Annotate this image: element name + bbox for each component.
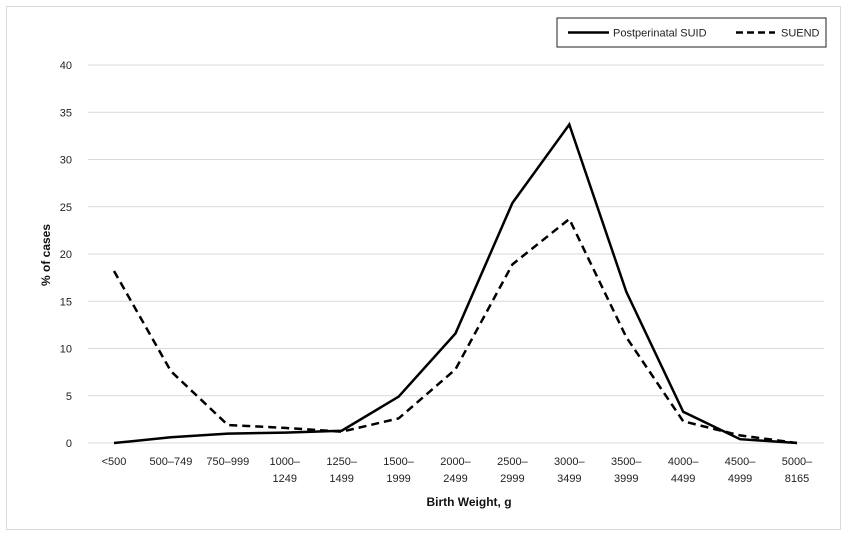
y-tick-label: 30 xyxy=(60,155,72,167)
x-tick-label: 3500– xyxy=(611,456,642,468)
x-tick-label: 4999 xyxy=(728,473,752,485)
chart-frame xyxy=(6,6,841,530)
x-tick-label: 2000– xyxy=(440,456,471,468)
legend-label-suend: SUEND xyxy=(781,28,820,40)
x-tick-label: 4000– xyxy=(668,456,699,468)
y-tick-label: 5 xyxy=(66,391,72,403)
legend: Postperinatal SUID SUEND xyxy=(556,17,827,48)
x-tick-label: 3999 xyxy=(614,473,638,485)
x-tick-label: 1249 xyxy=(273,473,297,485)
x-tick-label: 2999 xyxy=(500,473,524,485)
y-tick-label: 0 xyxy=(66,438,72,450)
x-axis-title: Birth Weight, g xyxy=(426,495,511,509)
legend-box xyxy=(556,17,827,48)
x-tick-label: 1500– xyxy=(383,456,414,468)
y-tick-label: 15 xyxy=(60,296,72,308)
y-tick-label: 35 xyxy=(60,107,72,119)
series-lines xyxy=(112,121,798,445)
y-tick-labels: 0 5 10 15 20 25 30 35 40 xyxy=(60,60,72,450)
y-axis-title: % of cases xyxy=(39,224,53,286)
x-tick-labels: <500 500–749 750–999 1000– 1249 1250– 1499 1500… xyxy=(102,456,814,485)
x-tick-label: 1999 xyxy=(386,473,410,485)
x-tick-label: 1000– xyxy=(269,456,300,468)
series-line-postperinatal-suid xyxy=(113,121,798,445)
x-tick-label: 1250– xyxy=(326,456,357,468)
y-tick-label: 10 xyxy=(60,344,72,356)
x-tick-label: 4500– xyxy=(725,456,756,468)
y-tick-label: 25 xyxy=(60,202,72,214)
x-tick-label: 8165 xyxy=(785,473,809,485)
legend-label-postperinatal-suid: Postperinatal SUID xyxy=(613,28,707,40)
y-tick-label: 20 xyxy=(60,249,72,261)
x-tick-label: 750–999 xyxy=(206,456,249,468)
x-tick-label: 4499 xyxy=(671,473,695,485)
y-tick-label: 40 xyxy=(60,60,72,72)
x-tick-label: 3499 xyxy=(557,473,581,485)
x-tick-label: 3000– xyxy=(554,456,585,468)
x-tick-label: 2499 xyxy=(443,473,467,485)
x-tick-label: 2500– xyxy=(497,456,528,468)
x-tick-label: 500–749 xyxy=(150,456,193,468)
x-tick-label: 1499 xyxy=(329,473,353,485)
x-tick-label: <500 xyxy=(102,456,127,468)
gridlines xyxy=(88,64,824,444)
x-tick-label: 5000– xyxy=(782,456,813,468)
